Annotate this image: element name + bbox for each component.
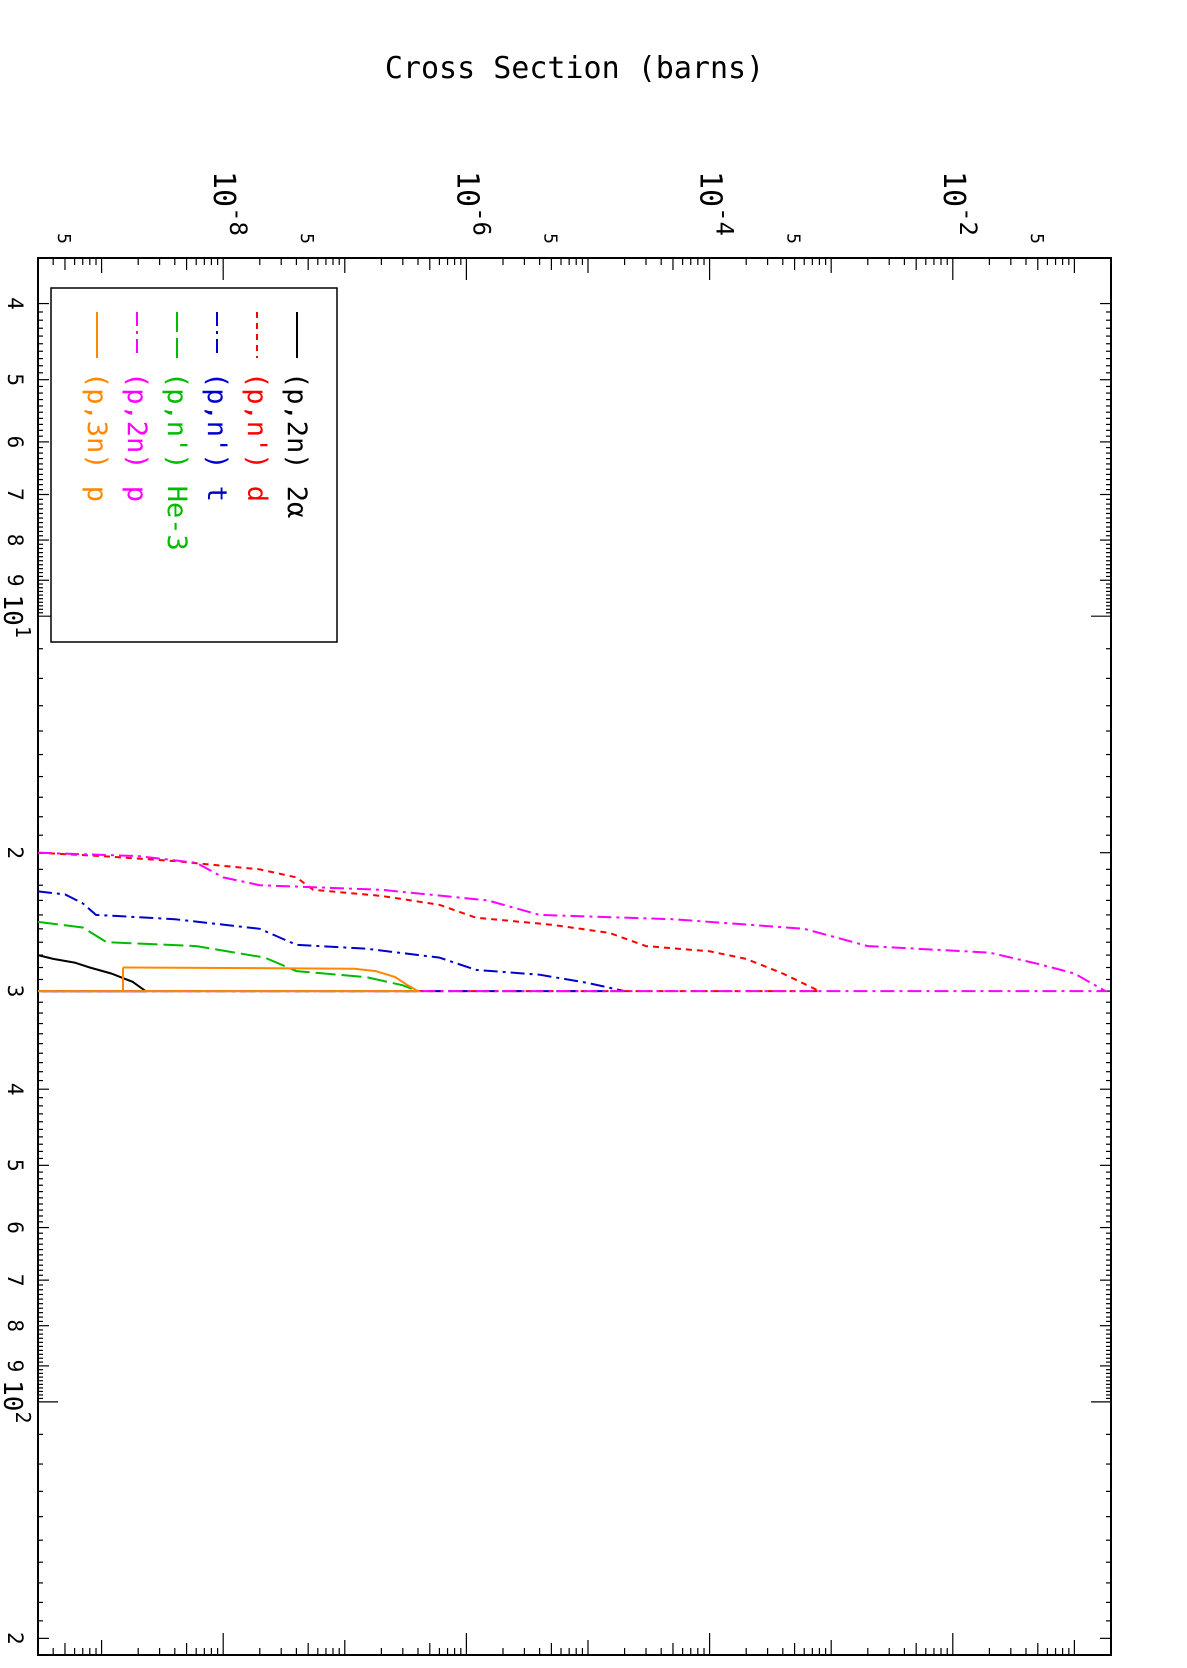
- series-group: [37, 851, 1110, 993]
- y-axis-label: Cross Section (barns): [385, 51, 764, 86]
- y-tick-label: 10-2: [936, 171, 982, 236]
- legend-label-1: (p,n') d: [241, 372, 272, 502]
- x-tick-label: 9: [3, 1360, 27, 1373]
- plot-frame: [37, 257, 1112, 1656]
- legend-label-3: (p,n') He-3: [161, 372, 192, 551]
- x-tick-label: 6: [3, 1221, 27, 1234]
- y-tick-label: 5: [53, 233, 74, 244]
- x-tick-label: 4: [3, 297, 27, 310]
- x-tick-label: 7: [3, 1274, 27, 1287]
- x-tick-label: 102: [0, 1380, 35, 1423]
- x-tick-label: 5: [3, 1159, 27, 1172]
- axis-ticks: [37, 258, 1112, 1656]
- y-tick-label: 10-4: [693, 171, 739, 236]
- x-tick-label: 4: [3, 1083, 27, 1096]
- x-tick-label: 9: [3, 574, 27, 587]
- x-tick-label: 101: [0, 595, 35, 638]
- x-tick-label: 8: [3, 1319, 27, 1332]
- legend-label-5: (p,3n) p: [81, 372, 112, 502]
- x-tick-label: 2: [3, 846, 27, 859]
- y-tick-label: 5: [783, 233, 804, 244]
- x-tick-label: 7: [3, 488, 27, 501]
- series-line-4: [37, 851, 1110, 993]
- y-tick-label: 5: [1026, 233, 1047, 244]
- x-tick-label: 3: [3, 985, 27, 998]
- legend-label-4: (p,2n) p: [121, 372, 152, 502]
- x-tick-label: 5: [3, 373, 27, 386]
- x-tick-label: 6: [3, 436, 27, 449]
- y-tick-label: 5: [296, 233, 317, 244]
- series-line-3: [37, 920, 419, 993]
- x-tick-label: 2: [3, 1632, 27, 1645]
- series-line-1: [37, 851, 820, 993]
- tick-labels: 4 5 6 7 8 9 101 2 3 4 5 6 7 8 9 102 2 5 10-2 5 10-4 5 10-6 5 10-…: [0, 171, 1047, 1645]
- y-tick-label: 5: [539, 233, 560, 244]
- legend: (p,2n) 2α (p,n') d (p,n') t (p,n') He-3 (p,2…: [50, 287, 338, 643]
- series-line-2: [37, 890, 625, 993]
- x-tick-label: 8: [3, 534, 27, 547]
- legend-label-2: (p,n') t: [201, 372, 232, 502]
- rotated-plot: 4 5 6 7 8 9 101 2 3 4 5 6 7 8 9 102 2 5 10-2 5 10-4 5 10-6 5 10-…: [0, 51, 1112, 1656]
- legend-box: [50, 287, 338, 643]
- series-line-0: [37, 954, 149, 993]
- legend-label-0: (p,2n) 2α: [281, 372, 312, 518]
- y-tick-label: 10-8: [206, 171, 252, 236]
- series-line-5: [38, 966, 422, 993]
- y-tick-label: 10-6: [449, 171, 495, 236]
